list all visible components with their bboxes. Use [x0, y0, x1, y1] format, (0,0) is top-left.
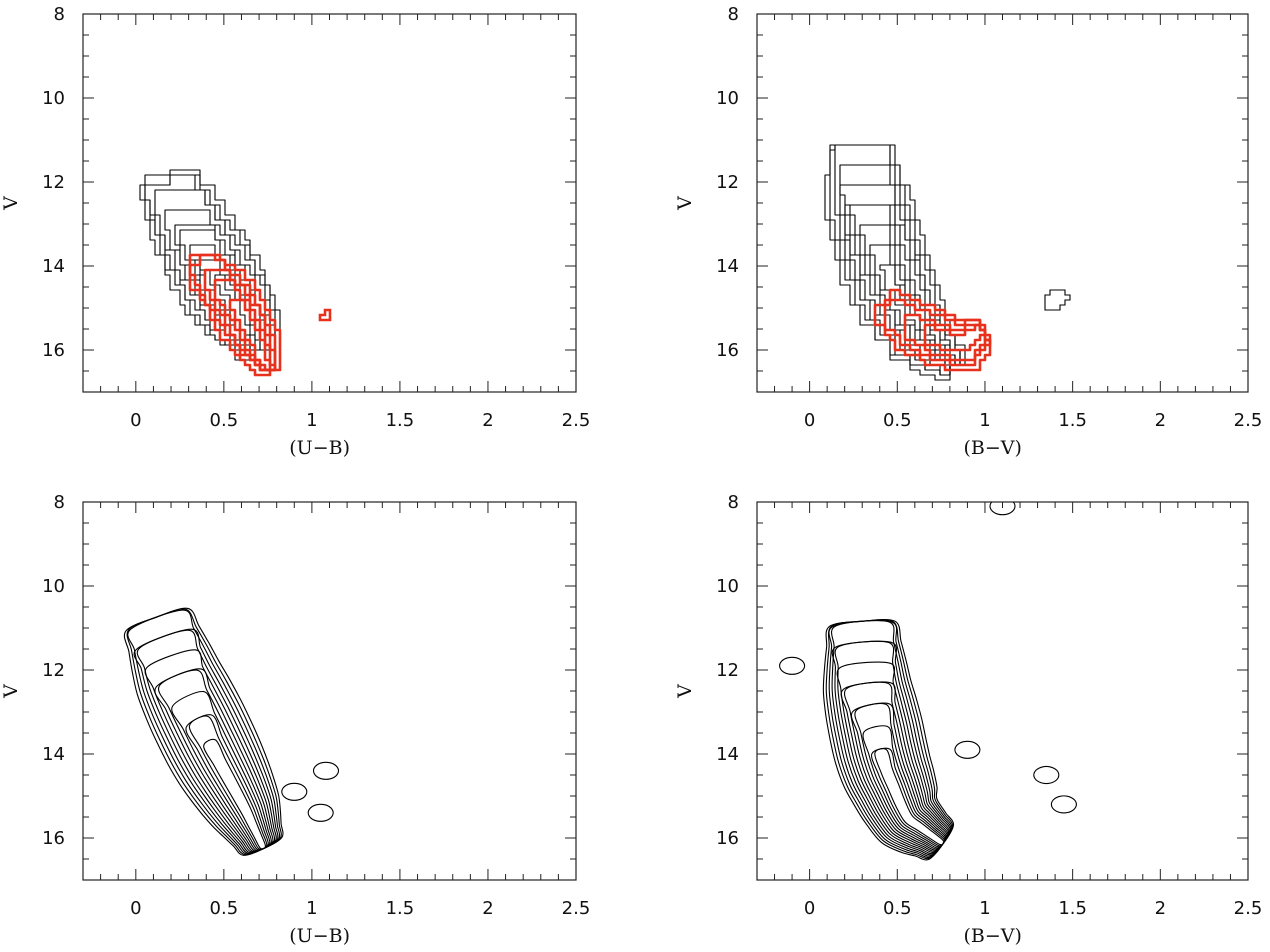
panel-bottom-right-ylabel: V [674, 684, 696, 699]
panel-top-right-ytick-label: 16 [716, 340, 739, 361]
panel-top-left-series1-contour-level [228, 298, 272, 372]
panel-bottom-left-xtick-label: 1.5 [386, 898, 415, 919]
panel-top-right-series1-contour-level [923, 323, 987, 352]
panel-bottom-right-ytick-label: 14 [716, 744, 739, 765]
panel-top-left-xtick-label: 1.5 [386, 410, 415, 431]
panel-bottom-left-ytick-label: 16 [42, 828, 65, 849]
panel-bottom-left-series0-contour-level [123, 607, 284, 856]
panel-top-right-xtick-label: 2 [1155, 410, 1166, 431]
panel-bottom-left-xtick-label: 1 [306, 898, 317, 919]
panel-bottom-left-ytick-label: 10 [42, 576, 65, 597]
panel-top-left-series1-contour-level [188, 253, 277, 372]
panel-top-right-xlabel: (B−V) [963, 437, 1021, 459]
panel-top-left-ytick-label: 10 [42, 88, 65, 109]
panel-bottom-right-ytick-label: 8 [728, 492, 739, 513]
panel-top-left-xtick-label: 1 [306, 410, 317, 431]
panel-bottom-right-xlabel: (B−V) [963, 925, 1021, 947]
panel-bottom-left-xtick-label: 0.5 [210, 898, 239, 919]
panel-top-right-xtick-label: 1.5 [1058, 410, 1087, 431]
panel-top-left-frame [82, 13, 577, 393]
panel-top-left-series0-contour-level [179, 229, 266, 356]
panel-top-right-series0-contour-level [869, 244, 956, 366]
panel-top-left-ytick-label: 12 [42, 172, 65, 193]
panel-top-right-ytick-label: 14 [716, 256, 739, 277]
panel-top-right-frame [756, 13, 1249, 393]
panel-bottom-left-series0-contour-island [312, 761, 340, 780]
panel-bottom-right-xtick-label: 2 [1155, 898, 1166, 919]
panel-bottom-right-frame [756, 501, 1249, 881]
panel-bottom-right-xtick-label: 0.5 [883, 898, 912, 919]
panel-top-left-series1-contour-island [318, 308, 332, 322]
panel-top-left-xtick-label: 0 [130, 410, 141, 431]
panel-bottom-right-xtick-label: 1 [979, 898, 990, 919]
panel-bottom-right-series0-contour-island [989, 502, 1016, 516]
panel-bottom-right-ytick-label: 16 [716, 828, 739, 849]
panel-top-left-xtick-label: 2.5 [562, 410, 591, 431]
panel-top-right: 0 0.5 1 1.5 2 2.5 8 10 12 14 16 (B−V) V [674, 4, 1262, 459]
panel-bottom-left-xtick-label: 2 [482, 898, 493, 919]
panel-bottom-left-series0-contour-island [281, 782, 308, 801]
panel-bottom-right: 0 0.5 1 1.5 2 2.5 8 10 12 14 16 (B−V) V [674, 492, 1262, 947]
panel-bottom-right-series0-contour-level [870, 747, 945, 847]
panel-top-right-xtick-label: 1 [979, 410, 990, 431]
panel-top-left-ytick-label: 16 [42, 340, 65, 361]
panel-bottom-left-series0-contour-level [188, 715, 268, 850]
panel-top-right-series0-contour-island [1044, 289, 1071, 311]
panel-bottom-left-series0-contour-island [307, 803, 334, 822]
panel-bottom-left-contours [123, 607, 340, 856]
panel-top-left-xtick-label: 2 [482, 410, 493, 431]
panel-bottom-right-series0-contour-island [1050, 795, 1077, 814]
panel-bottom-left-series0-contour-level [144, 649, 276, 853]
panel-top-right-ytick-label: 8 [728, 4, 739, 25]
panel-bottom-left-ytick-label: 14 [42, 744, 65, 765]
panel-bottom-right-series0-contour-level [874, 748, 945, 846]
panel-top-right-ytick-label: 12 [716, 172, 739, 193]
panel-bottom-left-frame [82, 501, 577, 881]
panel-top-left-contours [139, 169, 332, 377]
panel-top-right-ytick-label: 10 [716, 88, 739, 109]
panel-top-right-ylabel: V [674, 196, 696, 211]
panel-bottom-left-ytick-label: 8 [54, 492, 65, 513]
panel-top-right-series1-contour-level [903, 313, 992, 362]
panel-top-right-contours [824, 144, 1071, 381]
panel-bottom-right-contours [779, 502, 1077, 861]
panel-bottom-left-xtick-label: 2.5 [562, 898, 591, 919]
panel-bottom-right-xtick-label: 2.5 [1234, 898, 1263, 919]
panel-bottom-right-series0-contour-island [779, 656, 806, 675]
panel-top-right-xtick-label: 0.5 [883, 410, 912, 431]
panel-top-right-xtick-label: 0 [804, 410, 815, 431]
panel-top-left: 0 0.5 1 1.5 2 2.5 8 10 12 14 16 (U−B) V [0, 4, 590, 459]
panel-top-left-series1-contour-level [188, 253, 282, 377]
panel-bottom-left-series0-contour-level [203, 738, 266, 850]
panel-bottom-left-ylabel: V [0, 684, 22, 699]
panel-bottom-left: 0 0.5 1 1.5 2 2.5 8 10 12 14 16 (U−B) V [0, 492, 590, 947]
panel-bottom-left-ytick-label: 12 [42, 660, 65, 681]
panel-bottom-right-series0-contour-level [831, 640, 951, 856]
panel-bottom-right-xtick-label: 0 [804, 898, 815, 919]
panel-top-left-ytick-label: 8 [54, 4, 65, 25]
panel-bottom-left-series0-contour-level [126, 608, 282, 856]
panel-top-left-xlabel: (U−B) [289, 437, 350, 459]
panel-top-left-ytick-label: 14 [42, 256, 65, 277]
panel-bottom-right-series0-contour-island [1033, 765, 1060, 785]
panel-bottom-right-series0-contour-island [954, 740, 981, 759]
panel-top-right-xtick-label: 2.5 [1234, 410, 1263, 431]
panel-bottom-left-xtick-label: 0 [130, 898, 141, 919]
panel-bottom-right-xtick-label: 1.5 [1058, 898, 1087, 919]
panel-bottom-right-ytick-label: 10 [716, 576, 739, 597]
panel-top-left-ylabel: V [0, 196, 22, 211]
panel-bottom-right-ytick-label: 12 [716, 660, 739, 681]
panel-top-left-xtick-label: 0.5 [210, 410, 239, 431]
panel-bottom-left-xlabel: (U−B) [289, 925, 350, 947]
